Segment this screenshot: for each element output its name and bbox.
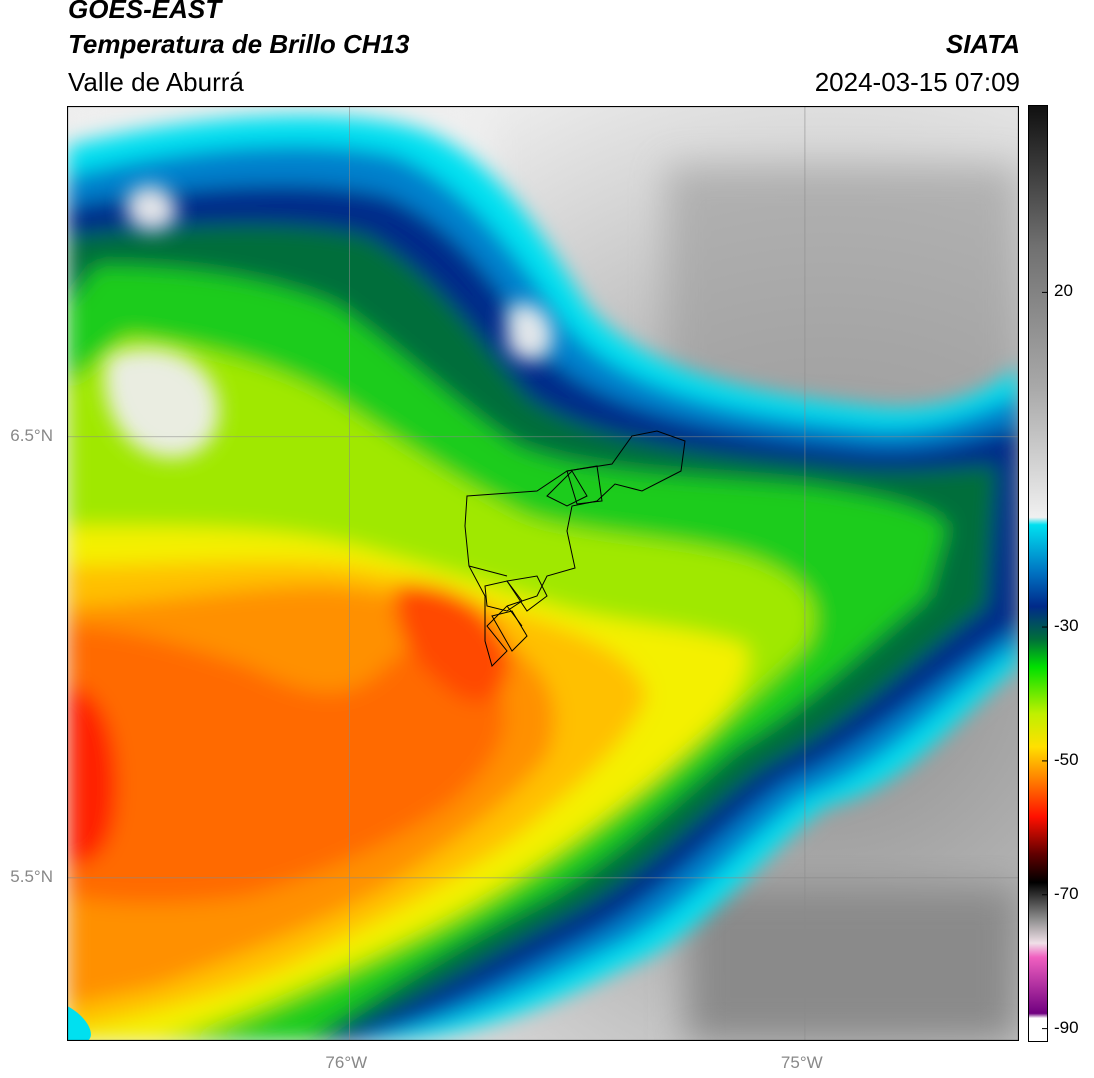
map-frame: [67, 106, 1019, 1041]
colorbar-label: -70: [1054, 883, 1079, 903]
municipality-boundaries: [464, 430, 686, 667]
colorbar-label: -50: [1054, 749, 1079, 769]
timestamp-label: 2024-03-15 07:09: [814, 67, 1020, 97]
satellite-map[interactable]: [67, 106, 1019, 1041]
cloud-temperature-field: [67, 106, 1019, 1041]
coordinate-grid: [67, 106, 1019, 1041]
region-title: Valle de Aburrá: [68, 67, 244, 97]
lon-label-75w: 75°W: [780, 1053, 823, 1072]
temperature-colorbar: [1028, 105, 1048, 1042]
lat-label-6.5: 6.5°N: [10, 425, 53, 445]
satellite-title: GOES-EAST: [68, 0, 222, 24]
colorbar-label: -30: [1054, 616, 1079, 636]
colorbar-label: 20: [1054, 281, 1073, 301]
lat-label-5.5: 5.5°N: [10, 866, 53, 886]
organization-label: SIATA: [945, 29, 1020, 59]
lon-label-76w: 76°W: [325, 1053, 368, 1072]
colorbar-label: -90: [1054, 1017, 1079, 1037]
product-title: Temperatura de Brillo CH13: [68, 29, 410, 59]
